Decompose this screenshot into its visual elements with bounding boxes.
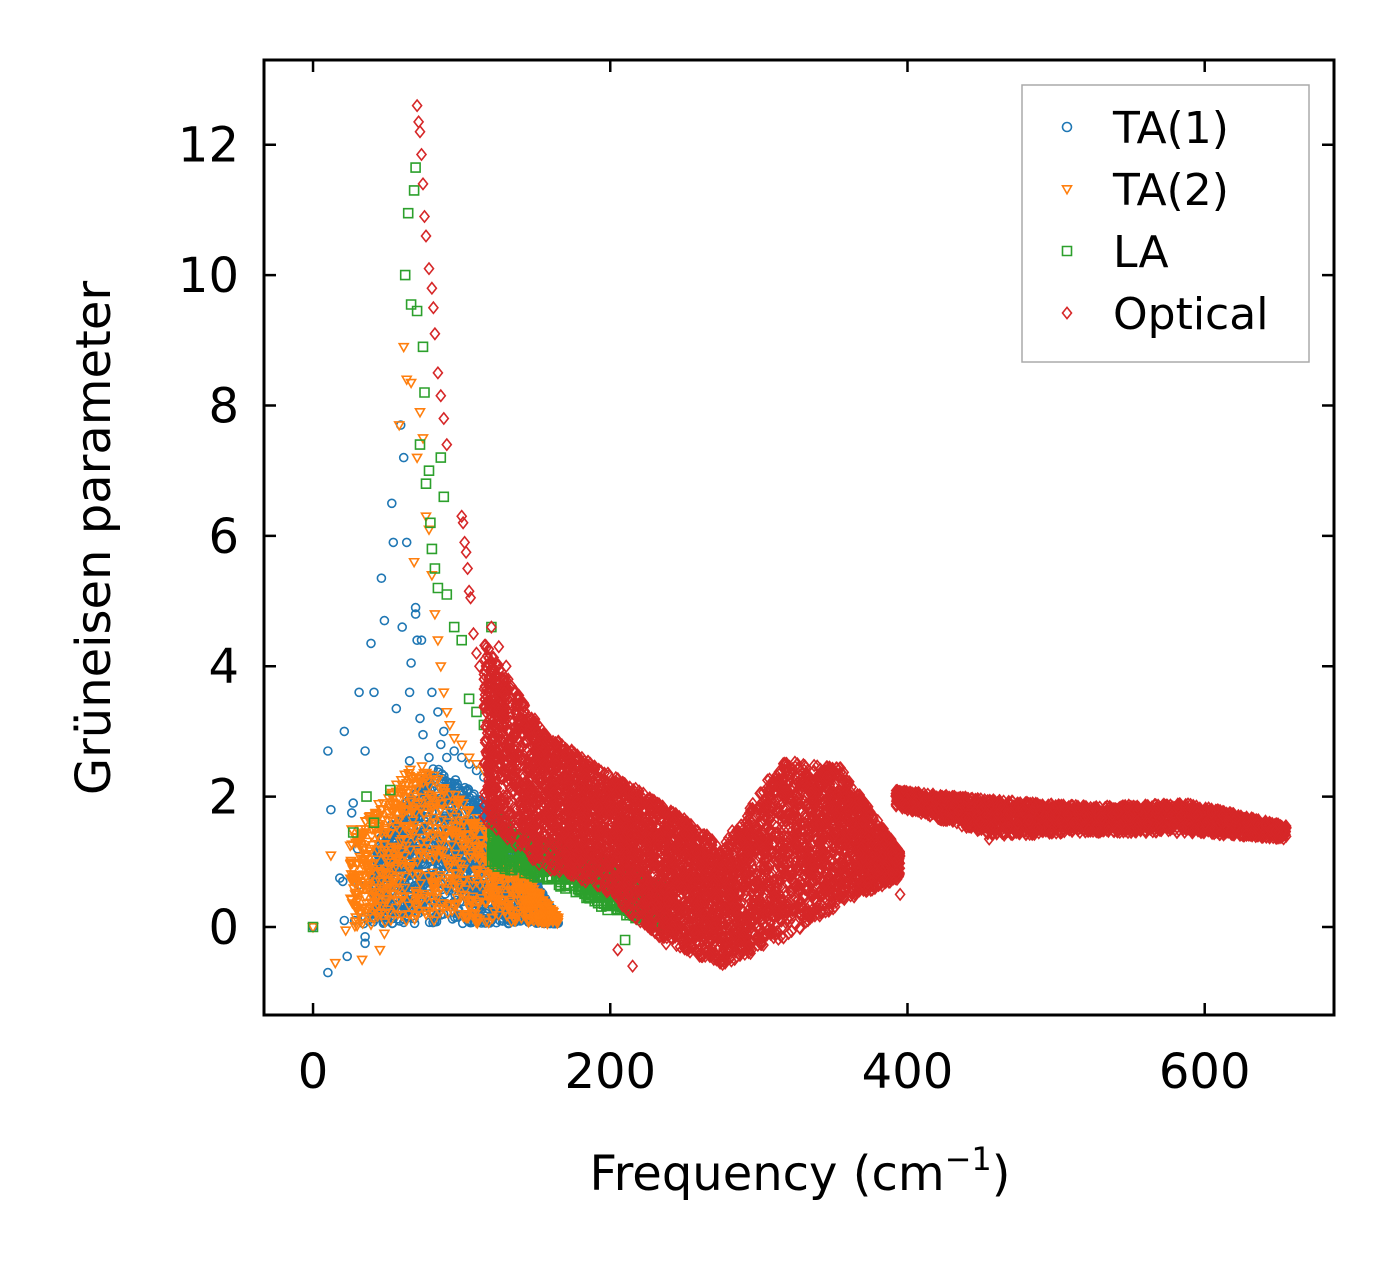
data-point: [323, 746, 333, 756]
data-point: [404, 755, 415, 766]
data-point: [419, 387, 430, 398]
data-point: [408, 185, 420, 196]
data-point: [386, 498, 397, 509]
data-point: [433, 707, 443, 717]
data-point: [441, 752, 452, 763]
data-point: [411, 453, 423, 464]
data-point: [379, 615, 390, 626]
data-point: [435, 739, 446, 750]
data-point: [405, 378, 417, 390]
data-point: [398, 452, 409, 463]
data-point: [435, 452, 447, 463]
data-point: [346, 808, 357, 818]
data-point: [348, 798, 359, 808]
data-point: [388, 537, 399, 548]
data-point: [339, 726, 350, 737]
data-point: [441, 589, 453, 600]
data-point: [391, 703, 402, 714]
data-point: [432, 636, 444, 647]
data-point: [486, 621, 497, 633]
data-point: [434, 662, 447, 673]
data-point: [437, 688, 450, 699]
data-point: [356, 955, 368, 966]
data-point: [438, 491, 450, 503]
data-point: [418, 729, 428, 740]
data-point: [414, 408, 426, 419]
data-point: [449, 746, 460, 756]
data-point: [455, 740, 468, 751]
data-point: [426, 543, 438, 555]
data-point: [406, 658, 416, 668]
data-point: [378, 929, 391, 940]
data-point: [619, 934, 631, 946]
data-point: [456, 634, 468, 646]
data-point: [423, 465, 435, 477]
data-point: [410, 162, 421, 173]
data-point: [374, 945, 386, 957]
data-point: [376, 573, 387, 584]
data-point: [369, 687, 379, 698]
data-point: [397, 342, 410, 354]
data-point: [326, 804, 336, 815]
data-point: [432, 582, 444, 594]
data-point: [339, 926, 352, 937]
data-point: [339, 915, 350, 926]
data-point: [401, 537, 412, 548]
data-point: [325, 851, 337, 862]
data-point: [417, 341, 429, 353]
data-point: [415, 713, 425, 724]
data-point: [405, 299, 417, 310]
data-point: [397, 622, 408, 632]
data-point: [429, 610, 441, 621]
data-point: [408, 557, 420, 569]
data-point: [399, 269, 411, 281]
data-point: [404, 687, 415, 698]
data-point: [329, 958, 342, 970]
data-point: [366, 638, 376, 649]
data-points: [307, 98, 1292, 978]
data-point: [438, 726, 449, 737]
data-point: [354, 687, 364, 698]
data-point: [323, 967, 333, 978]
data-point: [427, 687, 437, 698]
data-point: [420, 478, 432, 490]
data-point: [463, 693, 475, 705]
data-point: [440, 707, 453, 719]
data-point: [360, 746, 370, 756]
data-point: [417, 434, 429, 445]
data-point: [361, 791, 372, 802]
data-point: [448, 621, 460, 633]
data-point: [411, 305, 423, 317]
data-point: [402, 207, 414, 219]
data-point: [424, 752, 434, 763]
data-point: [342, 951, 353, 962]
